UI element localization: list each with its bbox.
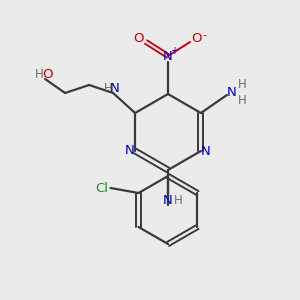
Text: N: N — [201, 145, 211, 158]
Text: O: O — [42, 68, 52, 82]
Text: N: N — [110, 82, 120, 95]
Text: H: H — [104, 82, 112, 95]
Text: Cl: Cl — [95, 182, 108, 194]
Text: H: H — [35, 68, 44, 82]
Text: H: H — [174, 194, 182, 208]
Text: O: O — [191, 32, 201, 46]
Text: N: N — [163, 50, 173, 62]
Text: H: H — [238, 94, 246, 106]
Text: N: N — [227, 86, 237, 100]
Text: -: - — [202, 30, 206, 40]
Text: N: N — [163, 194, 173, 208]
Text: O: O — [134, 32, 144, 46]
Text: +: + — [170, 46, 178, 56]
Text: N: N — [125, 145, 135, 158]
Text: H: H — [238, 79, 246, 92]
